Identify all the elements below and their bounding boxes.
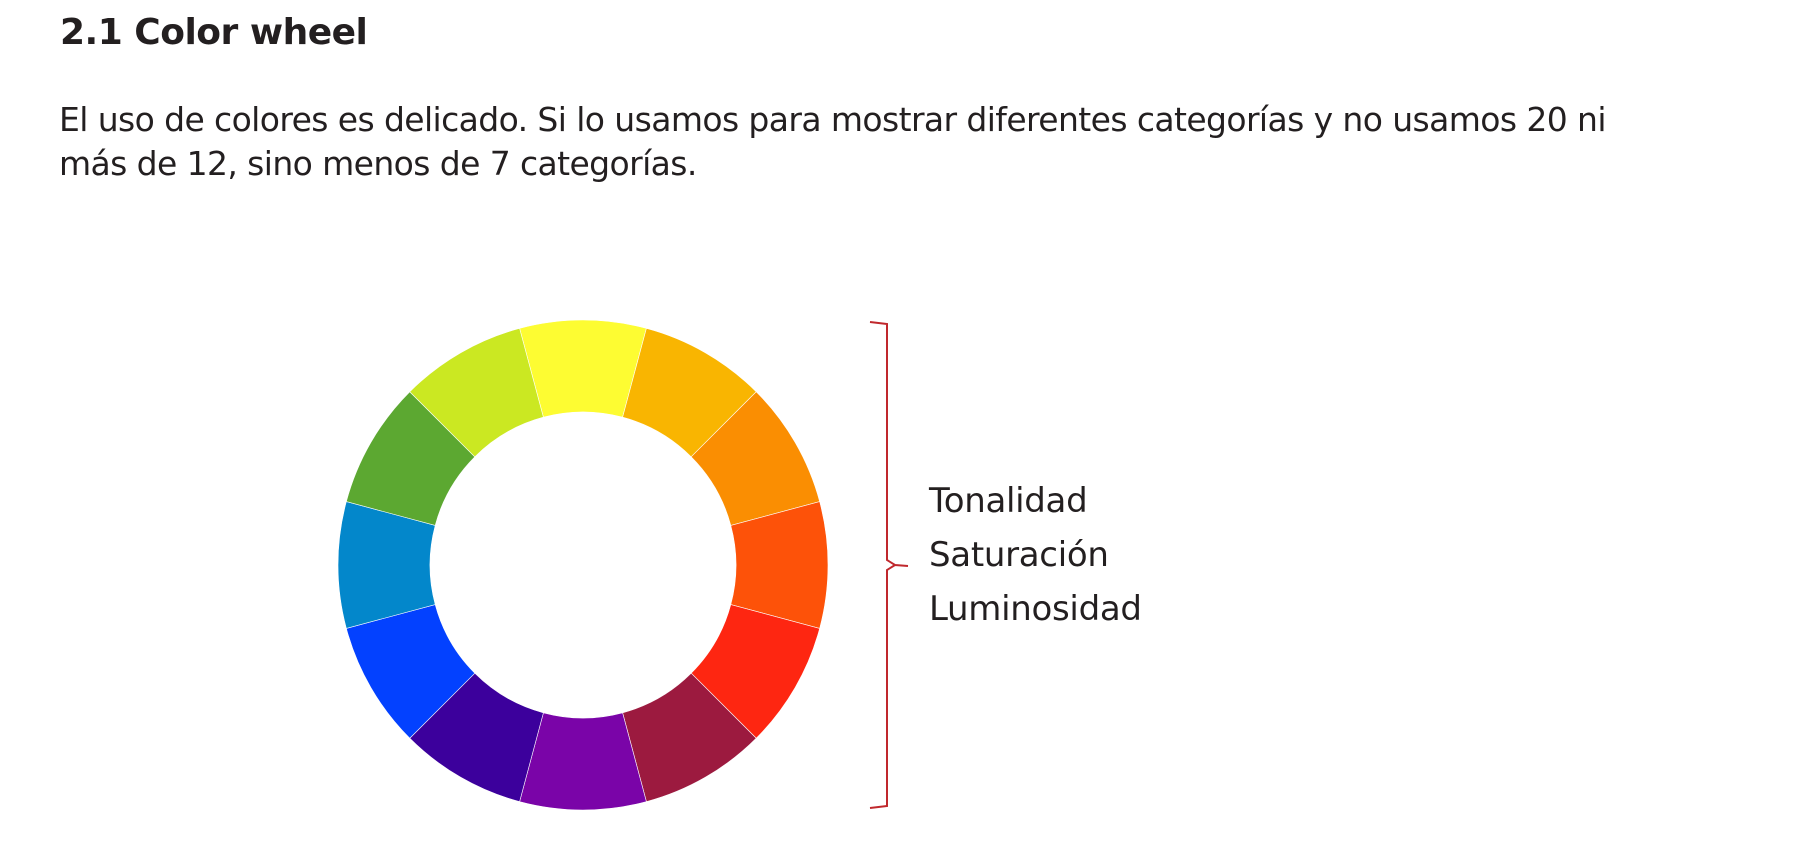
- wheel-segment-10: [337, 501, 436, 629]
- wheel-segment-2: [622, 327, 757, 458]
- intro-paragraph: El uso de colores es delicado. Si lo usa…: [59, 98, 1799, 186]
- color-wheel: [337, 319, 829, 811]
- color-property-labels: Tonalidad Saturación Luminosidad: [929, 474, 1142, 636]
- wheel-segment-9: [345, 604, 476, 739]
- wheel-segment-7: [519, 712, 647, 811]
- label-luminosity: Luminosidad: [929, 589, 1142, 629]
- wheel-segment-5: [690, 604, 821, 739]
- wheel-segment-4: [730, 501, 829, 629]
- label-saturation: Saturación: [929, 535, 1109, 575]
- wheel-segment-3: [690, 391, 821, 526]
- wheel-segment-6: [622, 672, 757, 803]
- section-title: 2.1 Color wheel: [60, 12, 368, 53]
- wheel-segment-1: [519, 319, 647, 418]
- wheel-segment-11: [345, 391, 476, 526]
- wheel-segment-12: [409, 327, 544, 458]
- paragraph-line-1: El uso de colores es delicado. Si lo usa…: [59, 100, 1607, 139]
- paragraph-line-2: más de 12, sino menos de 7 categorías.: [59, 144, 697, 183]
- bracket: [869, 321, 909, 809]
- label-hue: Tonalidad: [929, 481, 1088, 521]
- wheel-segment-8: [409, 672, 544, 803]
